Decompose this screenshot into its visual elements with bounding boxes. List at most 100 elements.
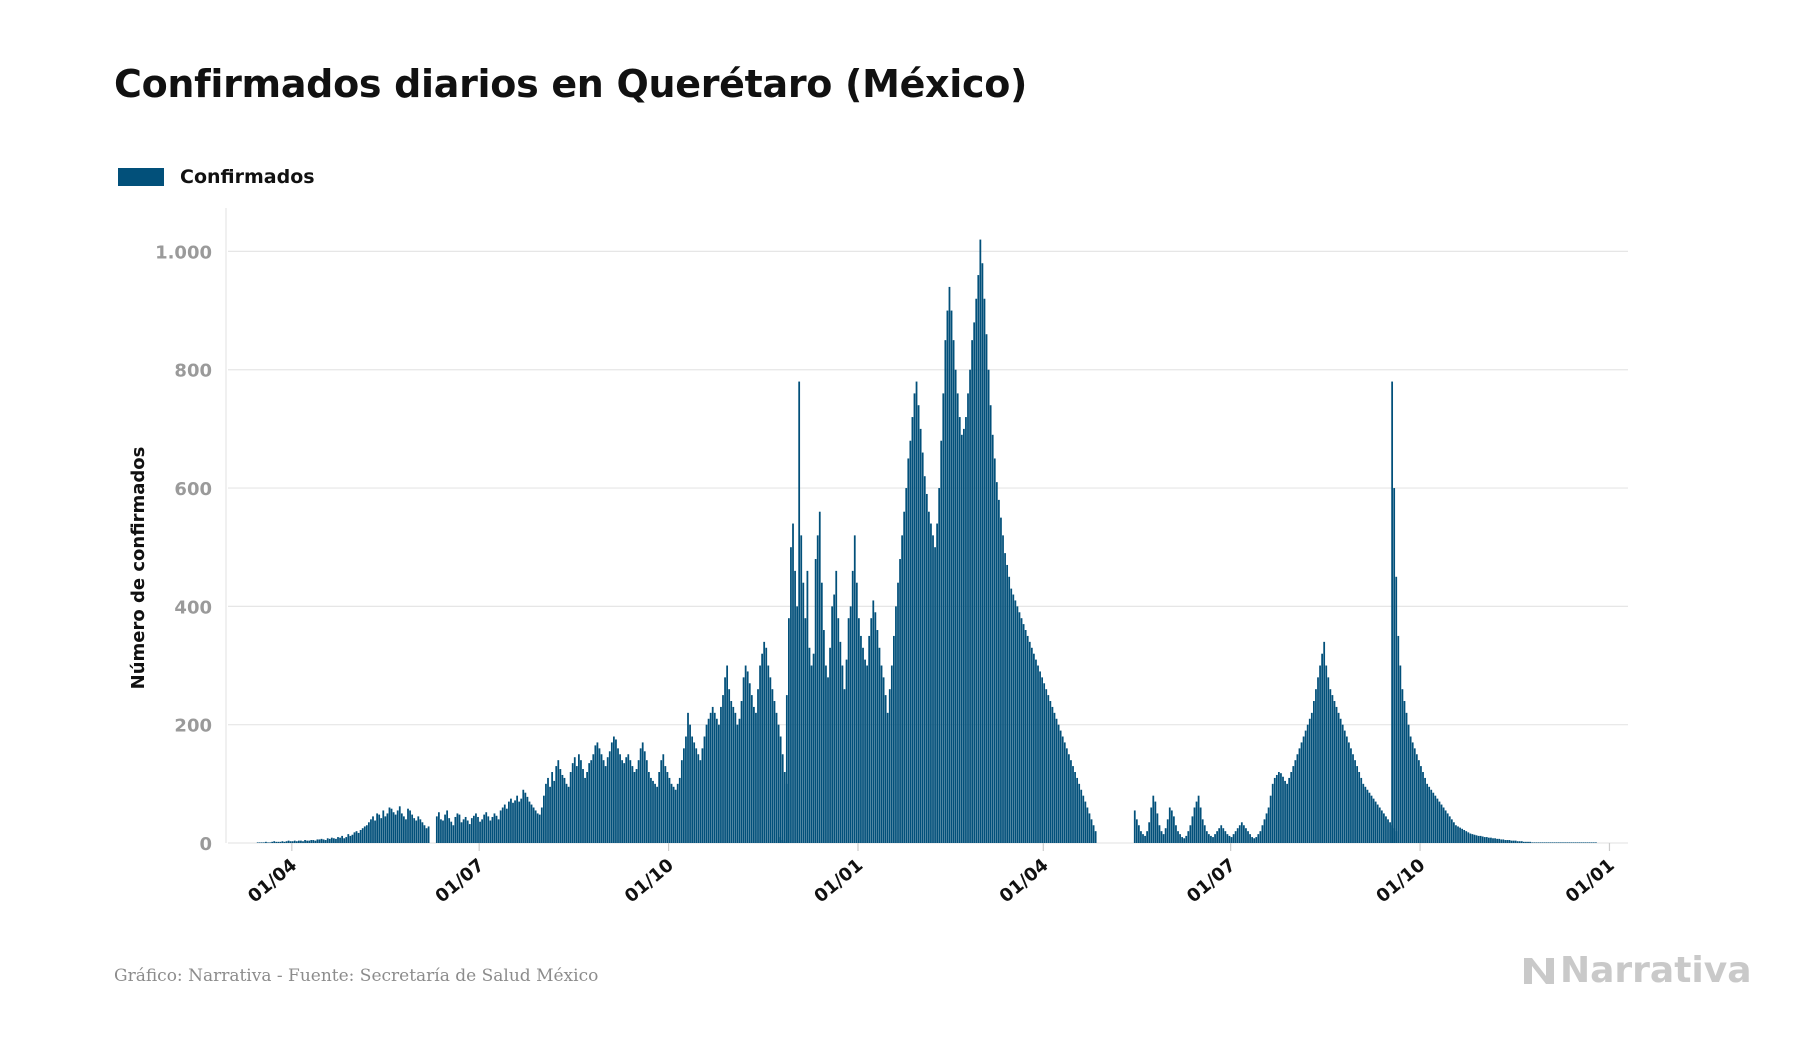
y-tick-label: 800 [174, 361, 212, 382]
bar [676, 783, 679, 843]
bar [456, 813, 459, 843]
bar [1446, 813, 1449, 843]
bar [917, 405, 920, 843]
bar [678, 777, 681, 843]
bar [598, 748, 601, 843]
bar [794, 570, 796, 843]
bar [915, 381, 918, 843]
bar [1428, 786, 1431, 843]
bar [936, 523, 939, 843]
bar [615, 739, 617, 843]
bar [639, 748, 642, 843]
bar [308, 840, 311, 843]
bar [1455, 825, 1457, 843]
x-tick-label: 01/04 [996, 855, 1053, 908]
bar [1016, 606, 1019, 843]
brand-name: Narrativa [1560, 950, 1752, 991]
bar [320, 838, 323, 843]
bar [1253, 838, 1256, 843]
bar [1212, 837, 1214, 843]
bar [1135, 819, 1138, 843]
bar [1162, 834, 1165, 843]
bar [1442, 807, 1445, 843]
bar [462, 819, 465, 843]
bar [1313, 701, 1315, 843]
bar [715, 718, 718, 843]
bar [1461, 828, 1464, 843]
bar [1418, 760, 1420, 843]
bar [765, 647, 768, 843]
bar [1286, 783, 1289, 843]
bar [1383, 813, 1385, 843]
bar [1411, 742, 1414, 843]
bar [380, 818, 383, 843]
bar [328, 838, 331, 843]
bar [1030, 647, 1033, 843]
bar [847, 618, 850, 843]
bar [1323, 641, 1326, 843]
bar [703, 736, 706, 843]
bar [396, 810, 399, 843]
bar [664, 766, 667, 843]
bar [1420, 766, 1422, 843]
bar [1337, 712, 1340, 843]
bar [543, 795, 545, 843]
bar [1022, 624, 1025, 843]
bar [1391, 381, 1394, 843]
bar [1535, 842, 1538, 843]
bar [1432, 792, 1435, 843]
bar [1595, 842, 1597, 843]
bar [652, 780, 654, 843]
bar [771, 689, 774, 843]
bar [273, 841, 276, 843]
bar [633, 772, 636, 843]
bar [407, 808, 409, 843]
bar [1339, 718, 1342, 843]
bar [1210, 835, 1212, 843]
bar [514, 800, 516, 843]
bar [1345, 736, 1348, 843]
bar [1315, 689, 1317, 843]
bar [1350, 748, 1352, 843]
bar [1387, 819, 1389, 843]
bar [862, 647, 864, 843]
bar [837, 618, 840, 843]
bar [851, 570, 854, 843]
bar [1203, 825, 1206, 843]
bar [1529, 841, 1531, 843]
bar [427, 826, 430, 843]
bar [1238, 825, 1241, 843]
bar [588, 763, 591, 843]
bar [1012, 594, 1015, 843]
bar [316, 839, 319, 843]
bar [1566, 842, 1569, 843]
bar [1049, 701, 1052, 843]
bar [1502, 839, 1505, 843]
bar [691, 736, 694, 843]
bar [965, 417, 967, 843]
bar [781, 840, 784, 843]
bar [666, 772, 669, 843]
bar [648, 772, 650, 843]
bar [880, 665, 883, 843]
bar [1302, 736, 1305, 843]
bar [890, 665, 893, 843]
bar [1214, 834, 1216, 843]
bar [1413, 748, 1416, 843]
bar [1494, 838, 1496, 843]
bar [594, 745, 597, 843]
bar [744, 665, 747, 843]
bar [302, 841, 304, 843]
bar [960, 434, 963, 843]
bar [557, 760, 560, 843]
bar [1020, 618, 1023, 843]
bar [709, 712, 712, 843]
bar [1366, 789, 1369, 843]
bar [419, 819, 422, 843]
bar [1498, 838, 1501, 843]
bar [1335, 706, 1338, 843]
bar [627, 754, 630, 843]
bar [841, 665, 844, 843]
bar [417, 816, 420, 843]
bar [1047, 695, 1050, 843]
